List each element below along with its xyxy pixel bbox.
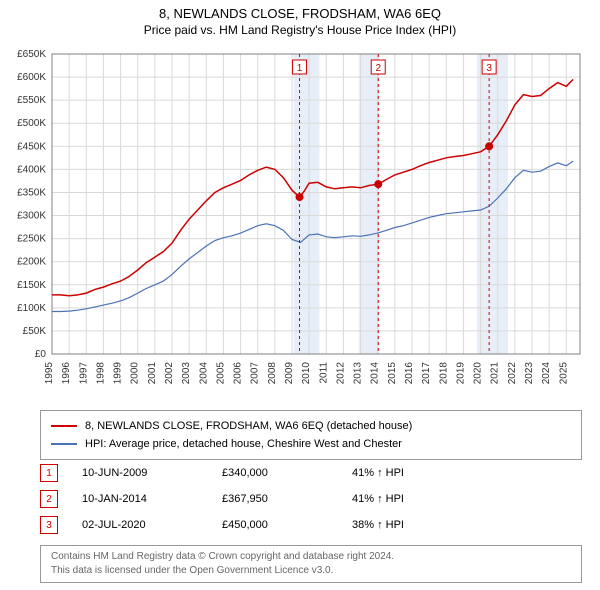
svg-text:2020: 2020: [473, 362, 484, 385]
svg-text:£650K: £650K: [17, 49, 46, 60]
svg-text:2004: 2004: [198, 362, 209, 385]
svg-text:2022: 2022: [507, 362, 518, 385]
svg-text:2024: 2024: [541, 362, 552, 385]
svg-text:2015: 2015: [387, 362, 398, 385]
sale-row-2: 2 10-JAN-2014 £367,950 41% ↑ HPI: [40, 486, 404, 512]
svg-text:1998: 1998: [95, 362, 106, 385]
svg-text:1997: 1997: [78, 362, 89, 385]
svg-text:£200K: £200K: [17, 257, 46, 268]
svg-text:2012: 2012: [335, 362, 346, 385]
sale-date-2: 10-JAN-2014: [82, 493, 222, 505]
svg-text:£50K: £50K: [23, 326, 47, 337]
sale-marker-3: 3: [40, 516, 58, 534]
svg-text:2018: 2018: [438, 362, 449, 385]
price-chart: £0 £50K £100K £150K £200K £250K £300K £350K £400…: [0, 44, 600, 404]
legend: 8, NEWLANDS CLOSE, FRODSHAM, WA6 6EQ (de…: [40, 410, 582, 460]
svg-text:2013: 2013: [353, 362, 364, 385]
svg-text:2014: 2014: [370, 362, 381, 385]
sale-row-1: 1 10-JUN-2009 £340,000 41% ↑ HPI: [40, 460, 404, 486]
sale-price-2: £367,950: [222, 493, 352, 505]
sale-price-3: £450,000: [222, 519, 352, 531]
svg-text:£0: £0: [35, 349, 47, 360]
svg-text:2003: 2003: [181, 362, 192, 385]
svg-text:£600K: £600K: [17, 72, 46, 83]
sale-marker-2: 2: [40, 490, 58, 508]
svg-text:2000: 2000: [130, 362, 141, 385]
svg-text:£500K: £500K: [17, 118, 46, 129]
sale-row-3: 3 02-JUL-2020 £450,000 38% ↑ HPI: [40, 512, 404, 538]
svg-text:1996: 1996: [61, 362, 72, 385]
svg-text:£150K: £150K: [17, 280, 46, 291]
sale-date-3: 02-JUL-2020: [82, 519, 222, 531]
legend-label-property: 8, NEWLANDS CLOSE, FRODSHAM, WA6 6EQ (de…: [85, 420, 412, 432]
svg-text:£250K: £250K: [17, 234, 46, 245]
sale-price-1: £340,000: [222, 467, 352, 479]
legend-item-property: 8, NEWLANDS CLOSE, FRODSHAM, WA6 6EQ (de…: [51, 417, 571, 435]
legend-item-hpi: HPI: Average price, detached house, Ches…: [51, 435, 571, 453]
sale-date-1: 10-JUN-2009: [82, 467, 222, 479]
svg-text:2002: 2002: [164, 362, 175, 385]
footer: Contains HM Land Registry data © Crown c…: [40, 545, 582, 583]
svg-text:2011: 2011: [318, 362, 329, 384]
sale-delta-1: 41% ↑ HPI: [352, 467, 404, 479]
footer-line-2: This data is licensed under the Open Gov…: [51, 564, 571, 578]
svg-text:2006: 2006: [233, 362, 244, 385]
svg-text:£350K: £350K: [17, 187, 46, 198]
svg-text:2025: 2025: [558, 362, 569, 385]
legend-swatch-property: [51, 425, 77, 427]
legend-label-hpi: HPI: Average price, detached house, Ches…: [85, 438, 402, 450]
svg-text:2019: 2019: [455, 362, 466, 385]
sale-delta-3: 38% ↑ HPI: [352, 519, 404, 531]
svg-text:£400K: £400K: [17, 164, 46, 175]
svg-text:1999: 1999: [113, 362, 124, 385]
svg-text:2023: 2023: [524, 362, 535, 385]
sale-marker-1: 1: [40, 464, 58, 482]
svg-text:2016: 2016: [404, 362, 415, 385]
chart-title: 8, NEWLANDS CLOSE, FRODSHAM, WA6 6EQ: [0, 0, 600, 21]
svg-text:£300K: £300K: [17, 211, 46, 222]
svg-text:1995: 1995: [44, 362, 55, 385]
svg-text:2009: 2009: [284, 362, 295, 385]
sales-table: 1 10-JUN-2009 £340,000 41% ↑ HPI 2 10-JA…: [40, 460, 404, 538]
legend-swatch-hpi: [51, 443, 77, 445]
svg-text:1: 1: [297, 63, 303, 74]
svg-text:2: 2: [375, 63, 381, 74]
svg-text:3: 3: [486, 63, 492, 74]
svg-text:£550K: £550K: [17, 95, 46, 106]
svg-text:2021: 2021: [490, 362, 501, 385]
svg-text:2007: 2007: [250, 362, 261, 385]
svg-text:2010: 2010: [301, 362, 312, 385]
svg-text:£100K: £100K: [17, 303, 46, 314]
sale-delta-2: 41% ↑ HPI: [352, 493, 404, 505]
svg-text:2001: 2001: [147, 362, 158, 385]
svg-text:2008: 2008: [267, 362, 278, 385]
svg-text:2005: 2005: [215, 362, 226, 385]
chart-subtitle: Price paid vs. HM Land Registry's House …: [0, 21, 600, 37]
svg-text:2017: 2017: [421, 362, 432, 385]
footer-line-1: Contains HM Land Registry data © Crown c…: [51, 550, 571, 564]
svg-text:£450K: £450K: [17, 141, 46, 152]
